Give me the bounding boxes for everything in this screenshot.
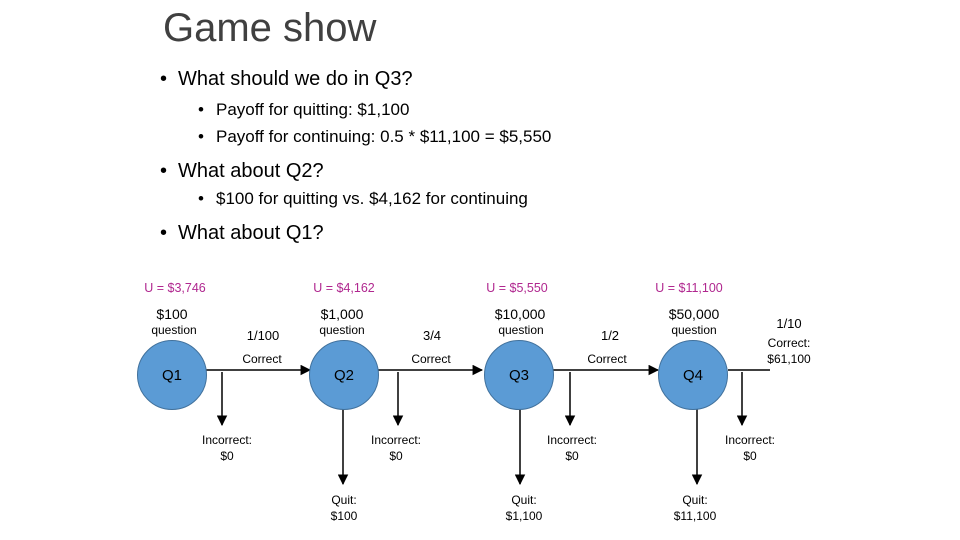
utility-q2: U = $4,162 [313, 281, 375, 295]
correct-value-q4: $61,100 [767, 352, 811, 366]
node-q4: Q4 [658, 340, 728, 410]
correct-q1: Correct [242, 352, 282, 366]
correct-q3: Correct [587, 352, 627, 366]
bullet-q2-detail: • $100 for quitting vs. $4,162 for contin… [198, 189, 528, 208]
utility-q3: U = $5,550 [486, 281, 548, 295]
prize-q3: $10,000 [494, 306, 546, 322]
slide-title: Game show [163, 6, 377, 50]
node-q2: Q2 [309, 340, 379, 410]
incorrect-q3: Incorrect: [546, 433, 598, 447]
prize-sub-q3: question [498, 323, 544, 337]
incorrect-value-q3: $0 [565, 449, 579, 463]
quit-value-q4: $11,100 [673, 509, 717, 523]
prob-q3: 1/2 [600, 328, 620, 343]
incorrect-q1: Incorrect: [201, 433, 253, 447]
utility-q1: U = $3,746 [144, 281, 206, 295]
quit-value-q3: $1,100 [505, 509, 543, 523]
bullet-q3-continue: • Payoff for continuing: 0.5 * $11,100 = … [198, 127, 552, 146]
bullet-q3-quit: • Payoff for quitting: $1,100 [198, 100, 410, 119]
bullet-dot: • [198, 100, 204, 119]
quit-q2: Quit: [331, 493, 357, 507]
prob-q1: 1/100 [246, 328, 280, 343]
prize-sub-q2: question [319, 323, 365, 337]
node-q1: Q1 [137, 340, 207, 410]
bullet-dot: • [160, 68, 168, 90]
utility-q4: U = $11,100 [655, 281, 723, 295]
bullet-dot: • [198, 127, 204, 146]
prize-sub-q1: question [151, 323, 197, 337]
correct-q4: Correct: [767, 336, 811, 350]
incorrect-value-q2: $0 [389, 449, 403, 463]
bullet-q3: • What should we do in Q3? [160, 68, 413, 90]
prize-sub-q4: question [671, 323, 717, 337]
incorrect-value-q4: $0 [743, 449, 757, 463]
prize-q1: $100 [156, 306, 188, 322]
prize-q4: $50,000 [668, 306, 720, 322]
incorrect-value-q1: $0 [220, 449, 234, 463]
prob-q4: 1/10 [776, 316, 802, 331]
bullet-dot: • [198, 189, 204, 208]
incorrect-q4: Incorrect: [724, 433, 776, 447]
quit-q4: Quit: [682, 493, 708, 507]
prize-q2: $1,000 [320, 306, 364, 322]
incorrect-q2: Incorrect: [370, 433, 422, 447]
bullet-dot: • [160, 160, 168, 182]
prob-q2: 3/4 [422, 328, 442, 343]
bullet-dot: • [160, 222, 168, 244]
node-q3: Q3 [484, 340, 554, 410]
quit-q3: Quit: [511, 493, 537, 507]
bullet-q2: • What about Q2? [160, 160, 324, 182]
quit-value-q2: $100 [330, 509, 358, 523]
correct-q2: Correct [411, 352, 451, 366]
bullet-q1: • What about Q1? [160, 222, 324, 244]
